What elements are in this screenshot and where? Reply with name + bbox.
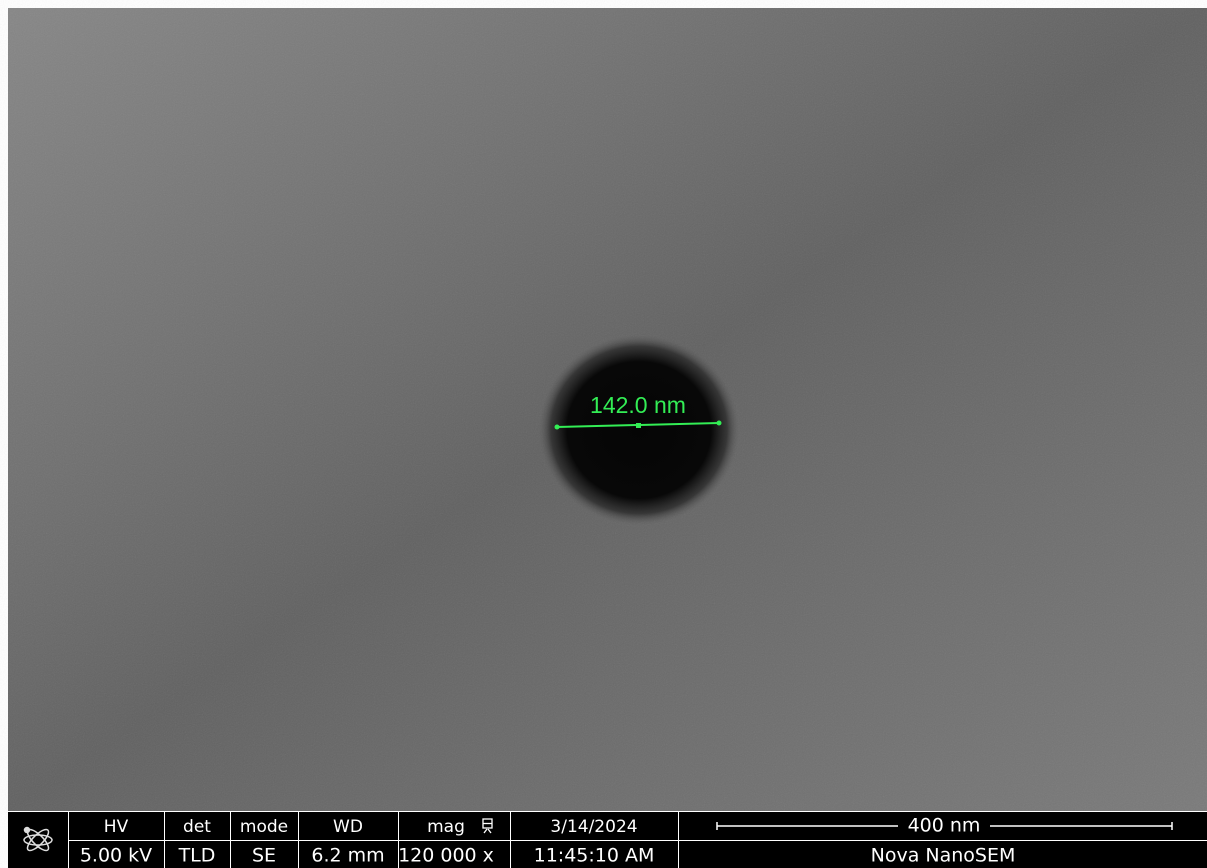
pore	[539, 335, 739, 525]
measure-end	[716, 420, 722, 426]
column-header: HV	[104, 817, 129, 837]
scale-label-bg	[898, 815, 990, 837]
measure-label: 142.0 nm	[590, 392, 686, 418]
column-value: 6.2 mm	[311, 845, 384, 867]
time: 11:45:10 AM	[534, 845, 655, 867]
date: 3/14/2024	[550, 817, 637, 837]
column-header: det	[183, 817, 211, 837]
columns: HV 5.00 kV det TLD mode SE WD 6.2 mm mag 120 000 …	[80, 817, 494, 867]
column-header: mode	[240, 817, 288, 837]
info-grid	[8, 811, 1207, 868]
scale-label: 400 nm	[908, 815, 981, 837]
column-value: SE	[252, 845, 276, 867]
measure-mid	[636, 423, 641, 428]
column-header: WD	[333, 817, 363, 837]
instrument: Nova NanoSEM	[871, 845, 1016, 867]
measure-end	[554, 424, 560, 430]
logo	[23, 826, 53, 852]
mag-icon	[482, 818, 493, 834]
column-header: mag	[427, 817, 465, 837]
info-bar	[8, 811, 1207, 868]
column-value: 5.00 kV	[80, 845, 152, 867]
column-value: 120 000 x	[398, 845, 494, 867]
column-value: TLD	[178, 845, 216, 867]
